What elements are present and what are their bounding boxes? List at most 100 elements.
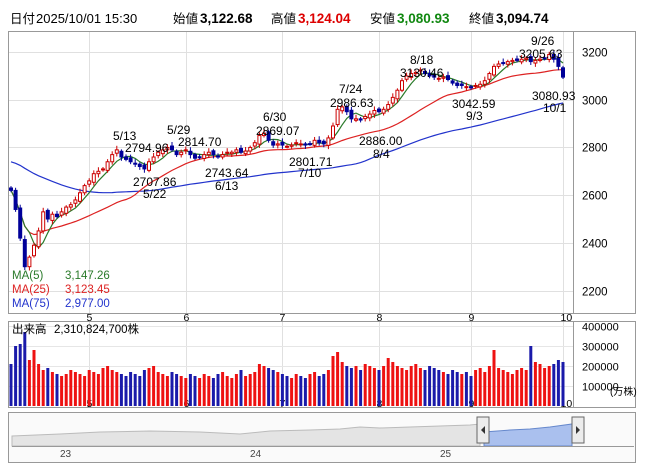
annotation-value: 3205.63: [519, 47, 563, 61]
legend-ma5-value: 3,147.26: [65, 270, 110, 282]
candle-body: [326, 137, 331, 146]
candle-body: [482, 80, 487, 85]
volume-bar: [115, 372, 119, 406]
annotation-date: 10/1: [543, 101, 567, 115]
price-tick-label: 2800: [582, 143, 608, 155]
candle-body: [344, 106, 349, 113]
volume-bar: [437, 370, 441, 406]
volume-bar: [129, 372, 133, 406]
candle-body: [377, 108, 381, 113]
high-label: 高値: [271, 11, 296, 26]
candle-body: [119, 150, 124, 158]
open-value: 3,122.68: [200, 11, 253, 26]
annotation-date: 5/29: [167, 123, 191, 137]
ma75-series: [10, 102, 564, 194]
candle-body: [372, 110, 377, 115]
price-tick-label: 2200: [582, 287, 608, 299]
volume-bar: [501, 370, 505, 406]
month-label: 7: [280, 312, 286, 324]
volume-bar: [221, 372, 225, 406]
volume-bar: [230, 378, 234, 406]
volume-bar: [124, 376, 128, 406]
candle-body: [32, 244, 36, 257]
volume-bar: [179, 376, 183, 406]
volume-bar: [331, 356, 335, 406]
candle-body: [133, 162, 138, 165]
volume-bar: [405, 370, 409, 406]
candle-body: [124, 156, 128, 160]
navigator-right-arrow-icon: [576, 426, 580, 434]
month-label: 10: [561, 312, 573, 324]
volume-bar: [326, 370, 330, 406]
volume-tick-label: 200000: [582, 362, 619, 374]
candle-body: [285, 145, 289, 148]
volume-bar: [69, 370, 73, 406]
candle-body: [340, 106, 345, 112]
volume-bar: [524, 370, 528, 406]
volume-bar: [73, 372, 77, 406]
volume-bar: [441, 372, 445, 406]
candle-body: [395, 89, 400, 100]
volume-panel-frame: [8, 321, 636, 408]
volume-bar: [156, 372, 160, 406]
annotation-date: 8/18: [410, 53, 434, 67]
volume-bar: [106, 366, 110, 406]
candle-body: [496, 63, 501, 67]
candle-body: [9, 187, 13, 191]
candle-body: [243, 150, 248, 155]
volume-bar: [239, 370, 243, 406]
volume-bar: [349, 368, 353, 406]
candle-body: [528, 56, 533, 63]
annotation-value: 3042.59: [452, 97, 496, 111]
candle-body: [101, 168, 105, 171]
volume-bar: [101, 368, 105, 406]
volume-unit: (万株): [610, 385, 637, 398]
navigator[interactable]: 23 24 25: [11, 416, 634, 460]
high-value: 3,124.04: [298, 11, 351, 26]
annotation-value: 2986.63: [330, 96, 374, 110]
candle-body: [248, 146, 253, 152]
candle-body: [188, 150, 193, 156]
candle-body: [211, 150, 216, 156]
candle-body: [487, 73, 492, 80]
volume-bar: [9, 364, 13, 406]
ma-legend: MA(5) 3,147.26 MA(25) 3,123.45 MA(75) 2,…: [12, 270, 110, 310]
volume-bar: [60, 376, 64, 406]
volume-bar: [469, 376, 473, 406]
open-label: 始値: [173, 11, 198, 26]
volume-bar: [55, 374, 59, 406]
volume-bar: [198, 378, 202, 406]
candle-body: [27, 256, 32, 268]
volume-bar: [32, 350, 36, 406]
candle-body: [257, 135, 262, 145]
candle-body: [464, 86, 469, 89]
volume-tick-label: 300000: [582, 342, 619, 354]
month-label: 6: [184, 312, 190, 324]
candle-body: [561, 67, 565, 78]
volume-bar: [308, 374, 312, 406]
price-tick-label: 2400: [582, 239, 608, 251]
candle-body: [137, 163, 142, 168]
candle-body: [386, 104, 391, 110]
candle-body: [110, 154, 115, 163]
volume-bar: [386, 358, 390, 406]
volume-bar: [234, 374, 238, 406]
candle-body: [165, 146, 170, 151]
annotation-value: 3080.93: [532, 89, 576, 103]
candle-body: [349, 109, 354, 120]
volume-bar: [395, 366, 399, 406]
volume-bar: [303, 378, 307, 406]
volume-bar: [152, 366, 156, 406]
candle-body: [331, 125, 335, 139]
volume-bar: [271, 370, 275, 406]
annotation-value: 2707.86: [133, 175, 177, 189]
candle-body: [519, 58, 524, 63]
candle-body: [381, 108, 386, 114]
volume-bar: [37, 364, 41, 406]
volume-bar: [432, 368, 436, 406]
candle-body: [459, 83, 464, 86]
volume-series: [9, 332, 565, 406]
close-value: 3,094.74: [496, 11, 549, 26]
